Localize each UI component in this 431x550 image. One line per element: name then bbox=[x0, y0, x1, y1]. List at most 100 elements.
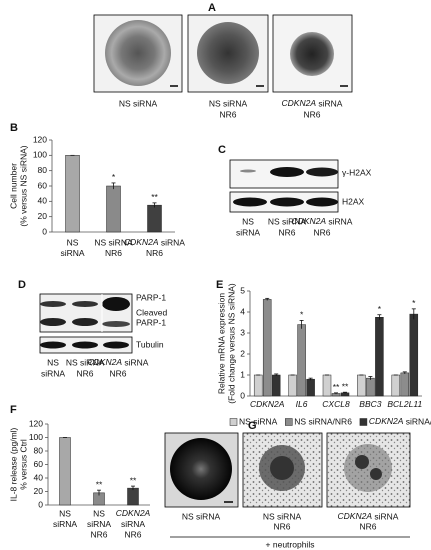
x-tick-label: siRNA bbox=[60, 248, 84, 258]
bar bbox=[391, 374, 401, 397]
error-bar bbox=[299, 319, 304, 329]
bar bbox=[253, 374, 263, 397]
x-tick-label: NS bbox=[67, 237, 79, 247]
x-tick-label: IL6 bbox=[296, 399, 308, 409]
x-tick-label: NR6 bbox=[105, 248, 122, 258]
error-bar bbox=[111, 182, 116, 190]
y-tick-label: 20 bbox=[34, 486, 44, 496]
significance-mark: ** bbox=[96, 479, 103, 489]
spheroid bbox=[197, 22, 259, 84]
bar bbox=[322, 374, 332, 397]
band bbox=[102, 297, 130, 311]
band-label: γ-H2AX bbox=[342, 167, 372, 177]
y-tick-label: 3 bbox=[240, 327, 245, 337]
band bbox=[103, 341, 129, 349]
panel-a-images bbox=[93, 14, 353, 93]
band-label: H2AX bbox=[342, 196, 365, 206]
y-tick-label: 100 bbox=[33, 150, 47, 160]
error-bar bbox=[343, 391, 347, 394]
x-tick-label: CXCL8 bbox=[322, 399, 350, 409]
error-bar bbox=[377, 314, 382, 320]
lane-label: NR6 bbox=[109, 368, 126, 378]
error-bar bbox=[402, 371, 407, 374]
x-tick-label: NS siRNA bbox=[94, 237, 133, 247]
image-caption: CDKN2A siRNA bbox=[282, 98, 343, 108]
y-tick-label: 60 bbox=[34, 459, 44, 469]
y-axis-label: Cell number bbox=[8, 163, 18, 209]
y-tick-label: 20 bbox=[38, 211, 48, 221]
band bbox=[306, 197, 338, 207]
band bbox=[270, 197, 304, 207]
x-tick-label: NR6 bbox=[146, 248, 163, 258]
x-tick-label: siRNA bbox=[87, 519, 111, 529]
error-bar bbox=[274, 373, 279, 377]
y-tick-label: 120 bbox=[29, 418, 43, 428]
y-tick-label: 5 bbox=[240, 285, 245, 295]
panel-label: A bbox=[208, 2, 216, 14]
significance-mark: * bbox=[378, 304, 382, 314]
significance-mark: ** bbox=[333, 382, 340, 392]
lane-label: siRNA bbox=[236, 227, 260, 237]
y-axis-label: Relative mRNA expression bbox=[216, 293, 226, 394]
lane-label: siRNA bbox=[41, 368, 65, 378]
lane-label: NS siRNA bbox=[66, 357, 105, 367]
image-caption: NR6 bbox=[273, 521, 290, 531]
x-tick-label: CDKN2A bbox=[116, 508, 151, 518]
error-bar bbox=[152, 202, 157, 208]
band-label: PARP-1 bbox=[136, 317, 166, 327]
x-tick-label: CDKN2A siRNA bbox=[124, 237, 185, 247]
lane-label: NS bbox=[47, 357, 59, 367]
band bbox=[40, 341, 66, 349]
image-caption: NR6 bbox=[359, 521, 376, 531]
spheroid bbox=[170, 438, 232, 500]
bar bbox=[65, 155, 80, 233]
error-bar bbox=[308, 377, 313, 381]
image-caption: NS siRNA bbox=[263, 511, 302, 521]
spheroid bbox=[290, 32, 334, 76]
cell-cluster bbox=[370, 468, 382, 480]
spheroid bbox=[105, 20, 171, 86]
band bbox=[306, 167, 338, 177]
bar bbox=[306, 378, 315, 397]
panel-label: B bbox=[10, 122, 18, 134]
panel-c-blot bbox=[229, 159, 339, 213]
band bbox=[240, 169, 256, 173]
legend-swatch bbox=[229, 418, 238, 426]
y-tick-label: 100 bbox=[29, 432, 43, 442]
y-tick-label: 120 bbox=[33, 134, 47, 144]
y-tick-label: 0 bbox=[38, 499, 43, 509]
bar bbox=[147, 204, 162, 233]
lane-label: CDKN2A siRNA bbox=[88, 357, 149, 367]
error-bar bbox=[368, 376, 373, 380]
bar bbox=[271, 374, 281, 397]
bar bbox=[366, 377, 375, 397]
panel-g-images bbox=[164, 432, 411, 538]
y-axis-label: (Fold change versus NS siRNA) bbox=[226, 283, 236, 404]
legend-swatch bbox=[285, 418, 293, 426]
bar bbox=[400, 372, 410, 397]
legend-label: NS siRNA/NR6 bbox=[294, 416, 352, 426]
x-tick-label: NS bbox=[59, 508, 71, 518]
panel-label: F bbox=[10, 404, 17, 416]
panel-label: G bbox=[248, 420, 257, 432]
y-axis-label: % versus Ctrl bbox=[18, 439, 28, 490]
y-axis-label: IL-8 release (pg/ml) bbox=[8, 427, 18, 501]
bar bbox=[357, 374, 366, 397]
y-tick-label: 80 bbox=[34, 445, 44, 455]
band bbox=[40, 301, 66, 307]
significance-mark: ** bbox=[342, 381, 349, 391]
spheroid bbox=[344, 444, 392, 492]
legend-label: NS siRNA bbox=[239, 416, 278, 426]
image-caption: NS siRNA bbox=[209, 98, 248, 108]
x-tick-label: CDKN2A bbox=[250, 399, 285, 409]
bar bbox=[375, 317, 384, 397]
spheroid-core bbox=[270, 456, 294, 480]
panel-label: E bbox=[216, 279, 223, 291]
bar bbox=[106, 185, 121, 233]
band bbox=[270, 167, 304, 177]
significance-mark: * bbox=[300, 310, 304, 320]
band-label: Tubulin bbox=[136, 339, 164, 349]
band bbox=[72, 301, 98, 307]
band bbox=[233, 197, 267, 207]
